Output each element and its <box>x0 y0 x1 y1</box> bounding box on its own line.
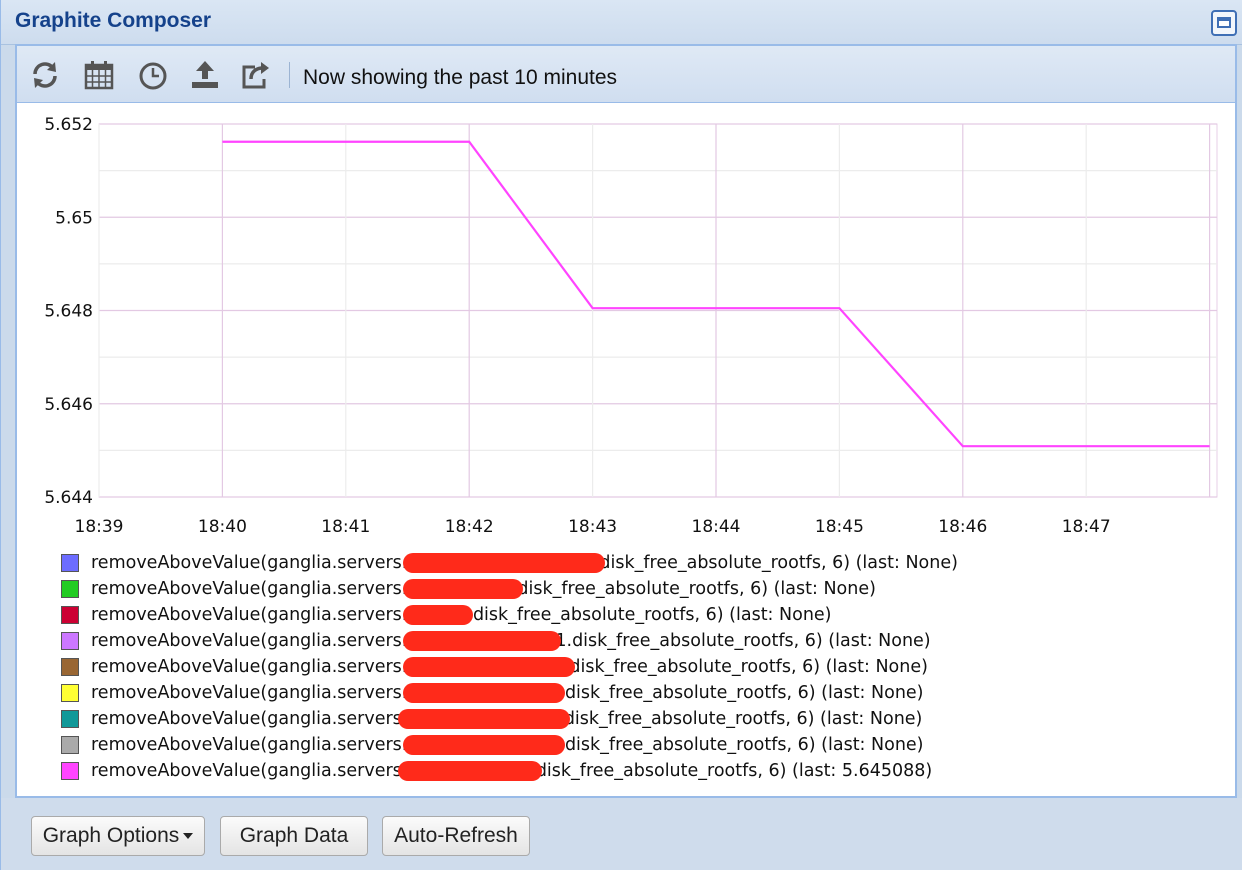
y-tick-label: 5.646 <box>44 395 93 415</box>
x-tick-label: 18:39 <box>75 517 124 537</box>
toolbar: Now showing the past 10 minutes <box>17 46 1235 103</box>
legend-label: removeAboveValue(ganglia.servers. .disk_f… <box>91 735 924 755</box>
legend-item: removeAboveValue(ganglia.servers. disk_fr… <box>59 578 1159 604</box>
chevron-down-icon <box>183 833 194 840</box>
legend-label-suffix: .disk_free_absolute_rootfs, 6) (last: No… <box>559 683 924 703</box>
auto-refresh-button[interactable]: Auto-Refresh <box>382 816 530 856</box>
legend-label: removeAboveValue(ganglia.servers. .disk_f… <box>91 605 832 625</box>
legend-label-suffix: .disk_free_absolute_rootfs, 6) (last: No… <box>467 605 832 625</box>
toolbar-separator <box>289 62 290 88</box>
legend-label-suffix: disk_free_absolute_rootfs, 6) (last: 5.6… <box>535 761 933 781</box>
legend-swatch <box>61 658 79 676</box>
y-tick-label: 5.652 <box>44 115 93 135</box>
legend-item: removeAboveValue(ganglia.servers. .disk_f… <box>59 604 1159 630</box>
legend-label-suffix: 1.disk_free_absolute_rootfs, 6) (last: N… <box>555 631 931 651</box>
graph-data-label: Graph Data <box>239 824 349 847</box>
legend-label: removeAboveValue(ganglia.servers. disk_fr… <box>91 657 928 677</box>
y-tick-label: 5.65 <box>55 208 93 228</box>
calendar-icon[interactable] <box>83 59 115 91</box>
redaction-mark <box>403 579 523 599</box>
redaction-mark <box>403 553 605 573</box>
legend-label: removeAboveValue(ganglia.servers. 1.disk_… <box>91 631 931 651</box>
x-tick-label: 18:42 <box>445 517 494 537</box>
collapse-button[interactable] <box>1211 10 1237 36</box>
redaction-mark <box>403 683 565 703</box>
legend-label-suffix: .disk_free_absolute_rootfs, 6) (last: No… <box>559 735 924 755</box>
redaction-mark <box>403 735 565 755</box>
title-bar: Graphite Composer <box>1 0 1242 45</box>
legend-swatch <box>61 762 79 780</box>
line-chart: 5.652 5.65 5.648 5.646 5.644 18:39 18:40 18:41 1… <box>44 115 1218 537</box>
x-tick-label: 18:46 <box>938 517 987 537</box>
legend-label: removeAboveValue(ganglia.servers. disk_fr… <box>91 579 876 599</box>
clock-icon[interactable] <box>137 59 169 91</box>
window-title: Graphite Composer <box>15 9 212 32</box>
legend-label-prefix: removeAboveValue(ganglia.servers. <box>91 605 408 625</box>
legend-swatch <box>61 554 79 572</box>
redaction-mark <box>398 709 570 729</box>
legend-label-prefix: removeAboveValue(ganglia.servers. <box>91 735 408 755</box>
refresh-icon[interactable] <box>29 59 61 91</box>
y-tick-label: 5.644 <box>44 488 93 508</box>
legend-item: removeAboveValue(ganglia.servers. .disk_f… <box>59 682 1159 708</box>
graph-image: 5.652 5.65 5.648 5.646 5.644 18:39 18:40 18:41 1… <box>17 104 1235 794</box>
redaction-mark <box>403 657 575 677</box>
graph-options-button[interactable]: Graph Options <box>31 816 205 856</box>
share-icon[interactable] <box>239 59 271 91</box>
legend-label-suffix: disk_free_absolute_rootfs, 6) (last: Non… <box>517 579 876 599</box>
y-tick-label: 5.648 <box>44 302 93 322</box>
legend-label: removeAboveValue(ganglia.servers disk_fre… <box>91 709 922 729</box>
redaction-mark <box>398 761 542 781</box>
legend-item: removeAboveValue(ganglia.servers. 1.disk_… <box>59 630 1159 656</box>
x-tick-label: 18:43 <box>568 517 617 537</box>
redaction-mark <box>403 605 473 625</box>
x-tick-label: 18:47 <box>1062 517 1111 537</box>
legend-label: removeAboveValue(ganglia.servers. .disk_f… <box>91 683 924 703</box>
legend-label-prefix: removeAboveValue(ganglia.servers. <box>91 631 408 651</box>
legend-label-prefix: removeAboveValue(ganglia.servers. <box>91 579 408 599</box>
x-tick-label: 18:41 <box>321 517 370 537</box>
legend-item: removeAboveValue(ganglia.servers. .disk_f… <box>59 734 1159 760</box>
redaction-mark <box>403 631 561 651</box>
legend-label-prefix: removeAboveValue(ganglia.servers. <box>91 683 408 703</box>
legend-swatch <box>61 710 79 728</box>
x-tick-label: 18:44 <box>692 517 741 537</box>
legend-swatch <box>61 736 79 754</box>
legend-item: removeAboveValue(ganglia.servers disk_fre… <box>59 760 1159 786</box>
legend-swatch <box>61 606 79 624</box>
legend-label-suffix: disk_free_absolute_rootfs, 6) (last: Non… <box>563 709 923 729</box>
legend-label-prefix: removeAboveValue(ganglia.servers. <box>91 553 408 573</box>
x-tick-label: 18:45 <box>815 517 864 537</box>
auto-refresh-label: Auto-Refresh <box>394 824 518 847</box>
legend-swatch <box>61 684 79 702</box>
legend-item: removeAboveValue(ganglia.servers disk_fre… <box>59 708 1159 734</box>
legend-label-suffix: disk_free_absolute_rootfs, 6) (last: Non… <box>569 657 928 677</box>
legend-label-prefix: removeAboveValue(ganglia.servers <box>91 761 402 781</box>
legend-label: removeAboveValue(ganglia.servers. disk_fr… <box>91 553 958 573</box>
upload-icon[interactable] <box>189 59 221 91</box>
legend-item: removeAboveValue(ganglia.servers. disk_fr… <box>59 552 1159 578</box>
legend-swatch <box>61 632 79 650</box>
legend-item: removeAboveValue(ganglia.servers. disk_fr… <box>59 656 1159 682</box>
graph-options-label: Graph Options <box>42 824 180 847</box>
footer-bar <box>1 798 1242 870</box>
time-range-status: Now showing the past 10 minutes <box>303 66 618 89</box>
legend-label-prefix: removeAboveValue(ganglia.servers <box>91 709 402 729</box>
legend-label-prefix: removeAboveValue(ganglia.servers. <box>91 657 408 677</box>
legend-label-suffix: disk_free_absolute_rootfs, 6) (last: Non… <box>599 553 958 573</box>
graph-data-button[interactable]: Graph Data <box>220 816 368 856</box>
legend-swatch <box>61 580 79 598</box>
x-tick-label: 18:40 <box>198 517 247 537</box>
legend-label: removeAboveValue(ganglia.servers disk_fre… <box>91 761 932 781</box>
